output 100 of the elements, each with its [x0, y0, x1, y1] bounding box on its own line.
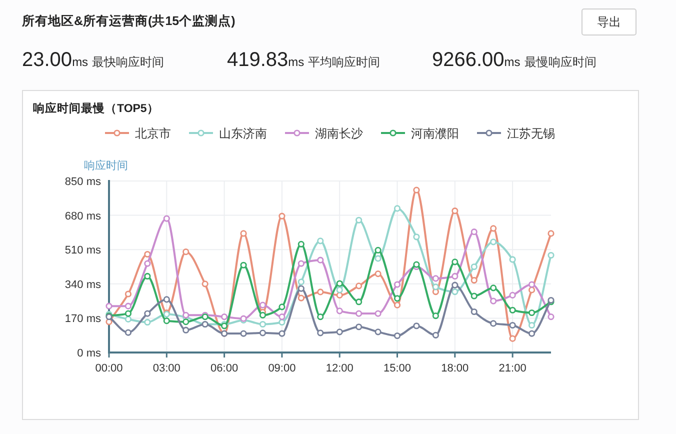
- point: [509, 335, 516, 342]
- point: [336, 328, 343, 336]
- point: [413, 186, 420, 194]
- point: [221, 313, 228, 320]
- point: [336, 308, 343, 314]
- point: [298, 294, 304, 302]
- point: [356, 216, 362, 224]
- point: [452, 288, 458, 296]
- y-tick-label: 510 ms: [64, 244, 102, 257]
- point: [509, 306, 516, 314]
- point: [144, 318, 151, 326]
- point: [509, 322, 516, 329]
- point: [202, 280, 208, 288]
- point: [394, 205, 401, 212]
- point: [278, 212, 286, 220]
- point: [240, 230, 247, 237]
- point: [432, 284, 439, 290]
- point: [298, 285, 304, 292]
- point: [163, 318, 170, 324]
- point: [356, 282, 362, 290]
- point: [490, 238, 497, 246]
- point: [548, 252, 554, 259]
- legend-label: 山东济南: [219, 126, 267, 140]
- point: [452, 208, 458, 214]
- point: [298, 260, 304, 267]
- point: [356, 310, 362, 317]
- point: [144, 310, 151, 317]
- point: [452, 282, 458, 288]
- point: [336, 280, 343, 287]
- point: [394, 332, 401, 340]
- point: [182, 248, 190, 256]
- x-tick-label: 09:00: [268, 362, 296, 374]
- point: [106, 302, 112, 310]
- point: [413, 261, 420, 268]
- text: 所有地区&所有运营商(共15个监测点): [21, 13, 236, 28]
- point: [509, 292, 516, 298]
- point: [374, 270, 382, 278]
- point: [528, 286, 536, 294]
- point: [548, 230, 554, 237]
- point: [356, 298, 362, 306]
- point: [240, 262, 247, 268]
- point: [182, 318, 190, 326]
- y-axis-title: 响应时间: [84, 159, 128, 172]
- point: [490, 298, 497, 304]
- point: [394, 295, 401, 302]
- point: [317, 238, 324, 244]
- point: [124, 316, 132, 323]
- point: [317, 313, 324, 320]
- point: [413, 234, 420, 240]
- point: [124, 290, 132, 298]
- point: [356, 324, 362, 330]
- point: [470, 263, 478, 270]
- point: [278, 318, 286, 326]
- point: [374, 246, 382, 254]
- point: [374, 310, 382, 317]
- point: [144, 250, 151, 258]
- point: [470, 228, 478, 236]
- point: [259, 330, 266, 336]
- point: [317, 330, 324, 336]
- x-tick-label: 06:00: [210, 362, 238, 374]
- point: [394, 302, 401, 308]
- point: [490, 225, 497, 232]
- point: [124, 310, 132, 317]
- point: [470, 276, 478, 284]
- point: [528, 330, 536, 337]
- x-tick-label: 00:00: [95, 362, 123, 374]
- point: [528, 281, 536, 288]
- point: [278, 330, 286, 337]
- point: [259, 320, 266, 328]
- x-tick-label: 21:00: [498, 362, 526, 374]
- point: [509, 256, 516, 263]
- point: [432, 275, 439, 282]
- y-tick-label: 0 ms: [77, 348, 102, 360]
- point: [278, 304, 286, 310]
- point: [298, 240, 304, 248]
- point: [144, 260, 151, 267]
- point: [470, 292, 478, 300]
- point: [317, 288, 324, 296]
- point: [374, 328, 382, 336]
- text: 23.00ms 最快响应时间: [22, 49, 164, 71]
- point: [548, 313, 554, 320]
- x-tick-label: 12:00: [326, 362, 354, 374]
- legend-label: 湖南长沙: [315, 126, 363, 140]
- point: [470, 308, 478, 316]
- point: [124, 329, 132, 336]
- y-tick-label: 680 ms: [64, 210, 102, 222]
- point: [490, 320, 497, 327]
- point: [394, 281, 401, 288]
- point: [278, 313, 286, 320]
- point: [374, 255, 382, 262]
- text: 9266.00ms 最慢响应时间: [432, 49, 596, 71]
- point: [240, 330, 247, 337]
- button: 导出: [582, 8, 636, 36]
- legend-label: 北京市: [135, 126, 171, 140]
- point: [490, 284, 497, 292]
- x-tick-label: 18:00: [441, 362, 469, 374]
- point: [452, 258, 458, 266]
- point: [336, 292, 343, 298]
- point: [163, 296, 170, 303]
- x-tick-label: 03:00: [152, 362, 180, 374]
